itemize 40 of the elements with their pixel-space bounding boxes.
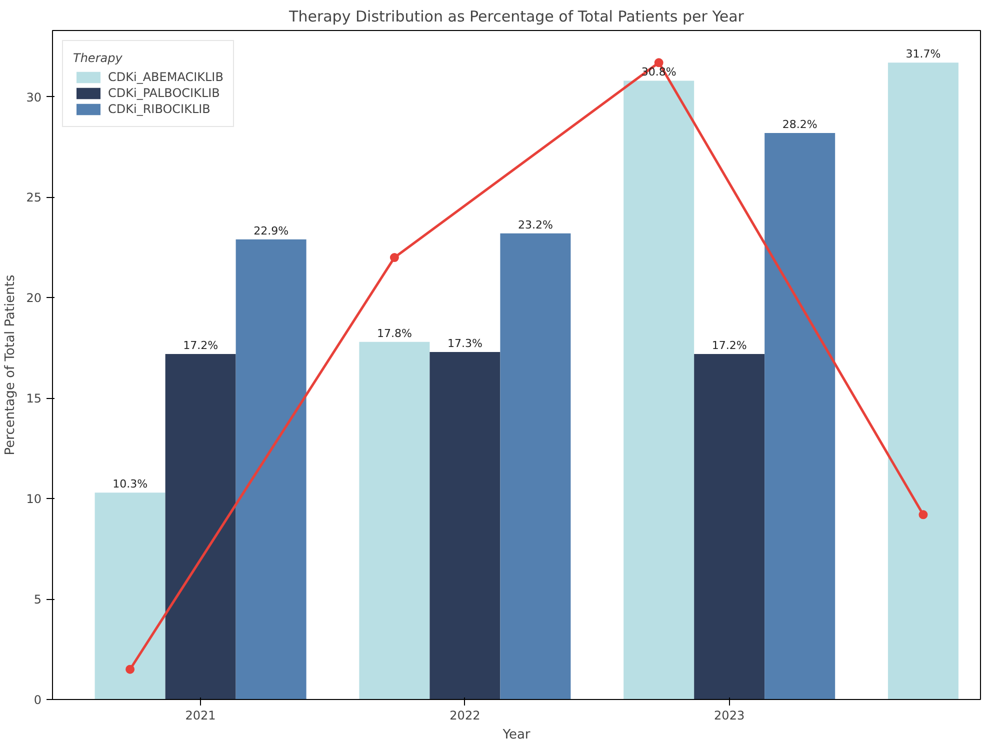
y-tick-label: 5 [34,592,42,607]
data-label: 17.2% [183,338,218,352]
bar [888,62,958,700]
point [390,253,399,262]
legend-title: Therapy [73,51,124,65]
legend-label: CDKi_PALBOCIKLIB [108,86,220,100]
data-label: 31.7% [906,48,941,61]
bar [359,342,430,700]
data-label: 28.2% [782,118,818,131]
y-tick-label: 15 [26,392,42,406]
data-label: 17.2% [712,338,747,352]
data-label: 23.2% [518,218,553,232]
data-label: 17.8% [376,326,412,340]
point [654,58,664,68]
legend-label: CDKi_RIBOCIKLIB [108,102,210,116]
bar [694,354,765,700]
bar [430,352,500,700]
data-label: 17.3% [447,336,482,350]
point [918,510,928,520]
bar [94,492,166,700]
legend-label: CDKi_ABEMACIKLIB [108,70,224,84]
data-label: 10.3% [112,478,148,491]
y-tick-label: 30 [26,90,42,104]
bar [500,233,571,700]
bar [165,354,236,700]
y-tick-label: 0 [34,693,42,707]
bar [236,239,306,700]
y-tick-label: 25 [26,190,42,205]
x-tick-label: 2021 [185,708,216,722]
bar [764,132,836,700]
point [126,664,135,674]
x-tick-label: 2023 [714,708,745,722]
chart-title: Therapy Distribution as Percentage of Total Patients per Year [288,8,745,26]
data-label: 22.9% [254,224,289,238]
y-tick-label: 10 [26,492,42,506]
y-tick-label: 20 [26,291,42,306]
bar [624,80,694,700]
y-axis-title: Percentage of Total Patients [3,274,18,456]
x-axis-title: Year [502,728,531,742]
x-tick-label: 2022 [450,708,480,722]
